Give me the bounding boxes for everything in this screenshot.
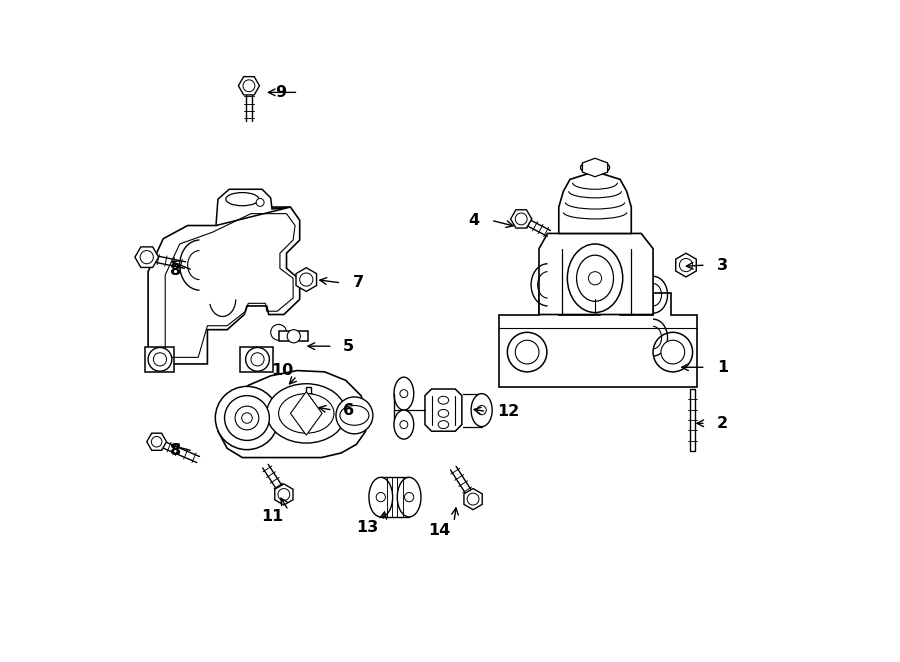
Circle shape — [224, 396, 269, 440]
Circle shape — [287, 330, 301, 343]
Circle shape — [589, 271, 601, 285]
Circle shape — [404, 493, 414, 502]
Ellipse shape — [394, 410, 414, 439]
Polygon shape — [296, 267, 317, 291]
Polygon shape — [291, 392, 322, 435]
Polygon shape — [559, 171, 631, 234]
Text: 3: 3 — [717, 258, 728, 273]
Ellipse shape — [369, 477, 392, 517]
Polygon shape — [147, 433, 166, 450]
Text: 4: 4 — [469, 213, 480, 228]
Text: 6: 6 — [343, 402, 355, 418]
Polygon shape — [240, 348, 274, 372]
Circle shape — [400, 420, 408, 428]
Ellipse shape — [394, 377, 414, 410]
Circle shape — [251, 353, 264, 366]
Polygon shape — [146, 348, 175, 372]
Circle shape — [246, 348, 269, 371]
Text: 14: 14 — [428, 522, 450, 538]
Ellipse shape — [577, 255, 614, 301]
Circle shape — [148, 348, 172, 371]
Text: 13: 13 — [356, 520, 379, 535]
Text: 2: 2 — [717, 416, 728, 431]
Circle shape — [653, 332, 693, 372]
Circle shape — [300, 273, 313, 286]
Circle shape — [680, 258, 693, 271]
Polygon shape — [510, 210, 532, 228]
Circle shape — [235, 406, 259, 430]
Circle shape — [256, 199, 264, 207]
Circle shape — [661, 340, 685, 364]
Circle shape — [278, 489, 290, 500]
Polygon shape — [135, 247, 158, 267]
Ellipse shape — [438, 397, 449, 404]
Polygon shape — [274, 484, 293, 505]
Polygon shape — [216, 189, 291, 226]
Circle shape — [508, 332, 547, 372]
Circle shape — [467, 493, 479, 505]
Polygon shape — [539, 234, 653, 314]
Ellipse shape — [438, 420, 449, 428]
Text: 5: 5 — [343, 339, 355, 354]
Polygon shape — [464, 489, 482, 510]
Text: 7: 7 — [353, 275, 364, 291]
Text: 8: 8 — [170, 444, 181, 459]
Circle shape — [242, 412, 252, 423]
Circle shape — [516, 213, 527, 225]
Circle shape — [376, 493, 385, 502]
Ellipse shape — [340, 406, 369, 425]
Text: 10: 10 — [271, 363, 293, 378]
Ellipse shape — [226, 193, 259, 206]
Text: 9: 9 — [275, 85, 286, 100]
Ellipse shape — [438, 410, 449, 417]
Circle shape — [215, 387, 279, 449]
Circle shape — [477, 406, 486, 414]
Text: 8: 8 — [170, 263, 181, 278]
Polygon shape — [582, 158, 608, 177]
Text: 12: 12 — [498, 404, 519, 419]
Polygon shape — [306, 387, 310, 423]
Circle shape — [140, 251, 153, 263]
Text: 1: 1 — [717, 359, 728, 375]
Circle shape — [516, 340, 539, 364]
Circle shape — [271, 324, 286, 340]
Polygon shape — [218, 371, 367, 457]
Ellipse shape — [279, 394, 334, 433]
Circle shape — [400, 390, 408, 398]
Polygon shape — [690, 389, 695, 451]
Circle shape — [243, 80, 255, 92]
Circle shape — [336, 397, 373, 434]
Polygon shape — [148, 207, 300, 364]
Polygon shape — [238, 77, 259, 95]
Circle shape — [151, 436, 162, 447]
Polygon shape — [676, 253, 697, 277]
Polygon shape — [425, 389, 462, 431]
Text: 11: 11 — [262, 509, 284, 524]
Ellipse shape — [397, 477, 421, 517]
Ellipse shape — [266, 384, 346, 443]
Ellipse shape — [580, 161, 609, 174]
Ellipse shape — [567, 244, 623, 312]
Circle shape — [153, 353, 166, 366]
Ellipse shape — [471, 394, 492, 426]
Polygon shape — [500, 293, 698, 387]
Polygon shape — [279, 331, 309, 341]
